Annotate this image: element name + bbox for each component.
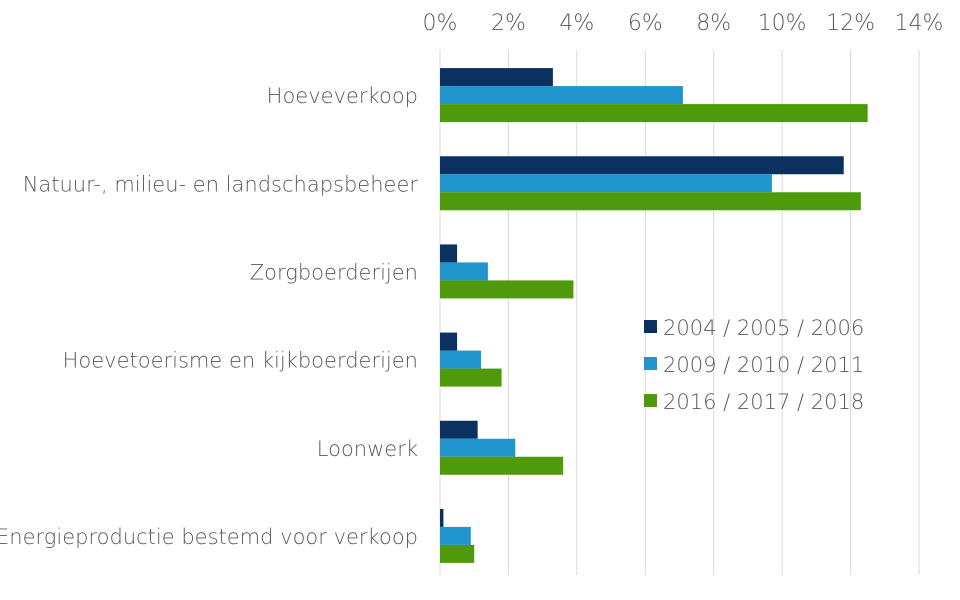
bar-1-4 — [440, 332, 458, 351]
bar-2-2 — [440, 174, 772, 193]
legend-label: 2004 / 2005 / 2006 — [663, 316, 864, 340]
bar-3-2 — [440, 192, 861, 211]
bar-1-3 — [440, 244, 458, 263]
legend-swatch — [644, 357, 657, 370]
bar-1-5 — [440, 420, 478, 439]
category-labels: Hoeveverkoop Natuur-, milieu- en landscha… — [0, 84, 418, 549]
category-label: Hoevetoerisme en kijkboerderijen — [63, 349, 418, 373]
x-tick-label: 6% — [628, 11, 663, 36]
bar-3-6 — [440, 544, 475, 563]
category-label: Energieproductie bestemd voor verkoop — [0, 525, 418, 549]
category-label: Natuur-, milieu- en landschapsbeheer — [23, 172, 419, 196]
x-tick-label: 12% — [826, 11, 875, 36]
bar-3-5 — [440, 456, 564, 475]
x-tick-label: 2% — [491, 11, 526, 36]
gridlines — [439, 50, 920, 575]
bar-2-4 — [440, 350, 482, 369]
legend-swatch — [644, 320, 657, 333]
bar-2-5 — [440, 438, 516, 457]
x-tick-label: 0% — [423, 11, 458, 36]
bar-3-4 — [440, 368, 502, 387]
x-axis-ticks: 0% 2% 4% 6% 8% 10% 12% 14% — [423, 11, 944, 36]
category-label: Zorgboerderijen — [250, 260, 418, 284]
legend-label: 2016 / 2017 / 2018 — [663, 390, 864, 414]
x-tick-label: 10% — [758, 11, 807, 36]
x-tick-label: 4% — [559, 11, 594, 36]
bar-1-1 — [440, 68, 553, 87]
x-tick-label: 8% — [696, 11, 731, 36]
bar-2-3 — [440, 262, 488, 281]
legend-label: 2009 / 2010 / 2011 — [663, 353, 864, 377]
bar-1-2 — [440, 156, 844, 175]
bar-1-6 — [440, 508, 444, 527]
bars — [440, 68, 868, 563]
bar-2-1 — [440, 86, 683, 105]
bar-3-1 — [440, 104, 868, 123]
x-tick-label: 14% — [895, 11, 944, 36]
category-label: Hoeveverkoop — [267, 84, 418, 108]
bar-2-6 — [440, 526, 471, 545]
category-label: Loonwerk — [317, 437, 418, 461]
legend-swatch — [644, 394, 657, 407]
bar-3-3 — [440, 280, 574, 299]
legend: 2004 / 2005 / 2006 2009 / 2010 / 2011 2016… — [644, 316, 864, 414]
